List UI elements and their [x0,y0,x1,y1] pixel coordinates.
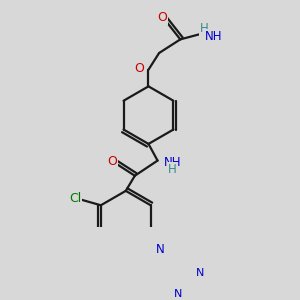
Text: O: O [134,62,144,75]
Text: N: N [156,243,165,256]
Text: O: O [107,155,117,168]
Text: H: H [168,163,177,176]
Text: N: N [196,268,204,278]
Text: O: O [157,11,167,24]
Text: N: N [174,289,182,299]
Text: H: H [200,22,209,35]
Text: Cl: Cl [69,192,81,205]
Text: NH: NH [164,156,181,169]
Text: NH: NH [205,30,222,43]
